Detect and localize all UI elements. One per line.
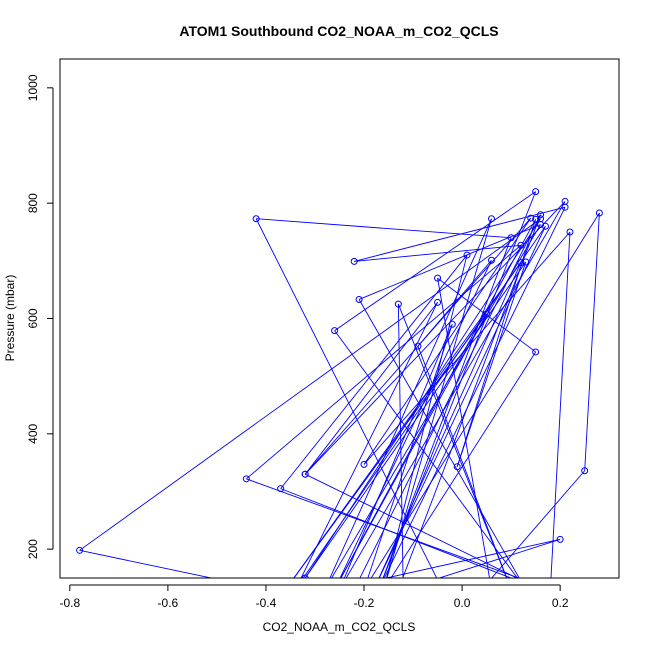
data-point [76,546,84,554]
y-axis-label: Pressure (mbar) [3,275,17,362]
series-line-segment [340,219,537,578]
data-point [537,221,545,229]
data-point [566,228,574,236]
data-point [581,467,589,475]
series-line-segment [384,538,561,578]
series-line-segment [304,473,519,578]
series-line-segment [383,207,566,578]
series-line-segment [456,219,537,467]
data-point [360,460,368,468]
data-point [527,214,535,222]
data-point [252,215,260,223]
series-line-segment [359,214,541,578]
series-line-segment [491,470,586,578]
series-line-segment [79,218,541,551]
data-point [434,274,442,282]
series-line-segment [358,299,520,578]
data-point [483,310,491,318]
series-layer [76,188,603,578]
data-point [434,298,442,306]
data-point [414,342,422,350]
series-line-segment [304,217,532,475]
series-line-segment [329,218,492,578]
series-line-segment [345,201,566,578]
series-line-segment [300,302,438,578]
data-point [532,188,540,196]
series-line-segment [79,549,214,578]
series-line-segment [417,346,508,578]
data-point [394,300,402,308]
data-point [595,209,603,217]
data-point [532,215,540,223]
series-line-segment [340,313,487,578]
series-line-segment [437,277,536,353]
data-point [301,470,309,478]
plot-frame [59,58,620,579]
series-line-segment [343,324,453,578]
series-line-segment [456,261,527,467]
data-point [277,485,285,493]
series-line-segment [255,218,438,578]
y-tick-label: 400 [26,424,40,444]
series-line-segment [246,244,522,480]
series-line-segment [354,244,521,262]
data-point [537,211,545,219]
series-line-segment [584,212,600,471]
data-point [532,348,540,356]
series-line-segment [386,254,468,578]
series-line-segment [382,237,512,578]
x-tick-label: 0.0 [454,596,471,610]
data-point [522,258,530,266]
x-tick-label: -0.6 [158,596,179,610]
series-line-segment [280,488,513,578]
data-point [488,256,496,264]
y-tick-label: 600 [26,308,40,328]
data-point [517,259,525,267]
series-line-segment [390,351,537,578]
series-line-segment [370,212,600,578]
series-line-segment [293,262,522,578]
chart-title: ATOM1 Southbound CO2_NOAA_m_CO2_QCLS [179,23,498,39]
x-tick-label: -0.4 [256,596,277,610]
x-tick-label: 0.2 [552,596,569,610]
data-point [556,535,564,543]
x-tick-label: -0.2 [354,596,375,610]
data-point [541,222,549,230]
series-line-segment [304,201,566,475]
data-point [453,463,461,471]
data-point [331,327,339,335]
series-line-segment [334,191,536,331]
data-point [301,574,309,578]
series-line-segment [256,218,512,239]
x-tick-label: -0.8 [59,596,80,610]
data-point [448,320,456,328]
data-point [350,257,358,265]
series-line-segment [397,303,508,578]
data-point [517,241,525,249]
data-point [488,215,496,223]
series-line-segment [437,278,490,578]
data-point [507,234,515,242]
series-line-segment [280,254,468,489]
series-line-segment [331,224,541,578]
series-line-segment [304,302,438,475]
y-tick-label: 1000 [26,74,40,101]
y-tick-label: 800 [26,193,40,213]
series-line-segment [550,231,571,578]
series-line-segment [358,224,541,300]
data-point [242,475,250,483]
series-line-segment [402,214,541,578]
y-tick-label: 200 [26,539,40,559]
data-point [355,295,363,303]
y-axis: 200 400 600 800 1000 [26,74,54,559]
series-line-segment [367,324,453,578]
x-axis: -0.8 -0.6 -0.4 -0.2 0.0 0.2 [59,584,569,610]
x-axis-label: CO2_NOAA_m_CO2_QCLS [263,620,416,634]
data-point [463,251,471,259]
series-line-segment [334,330,518,578]
data-point [561,197,569,205]
